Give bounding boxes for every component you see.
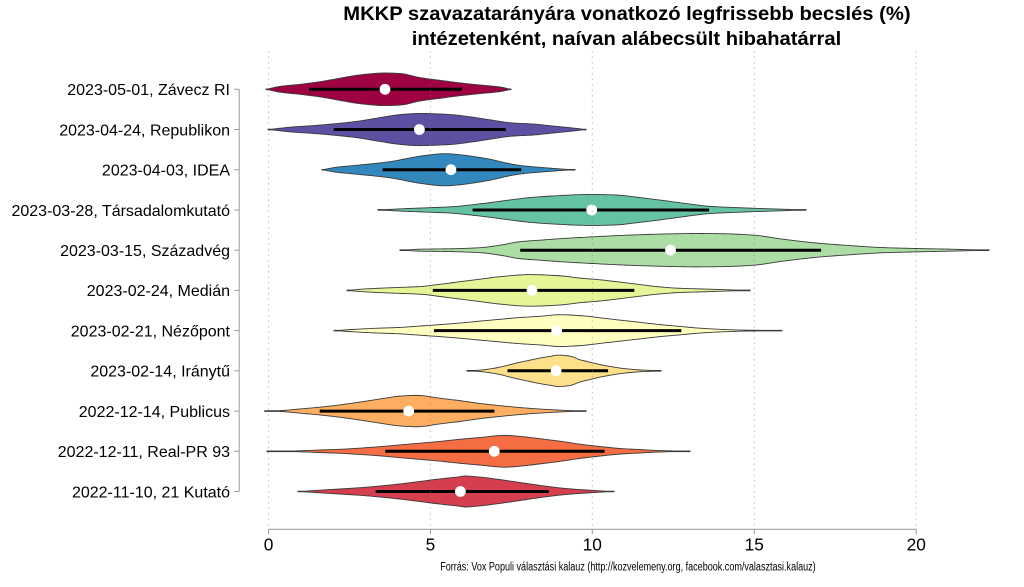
svg-text:15: 15 [745, 534, 764, 554]
svg-text:2023-02-21, Nézőpont: 2023-02-21, Nézőpont [71, 323, 231, 340]
svg-text:10: 10 [583, 534, 602, 554]
svg-text:2022-11-10, 21 Kutató: 2022-11-10, 21 Kutató [72, 484, 230, 501]
svg-text:2023-03-15, Századvég: 2023-03-15, Századvég [60, 243, 230, 260]
svg-text:5: 5 [426, 534, 436, 554]
svg-text:2023-02-14, Iránytű: 2023-02-14, Iránytű [90, 364, 230, 381]
svg-text:Forrás: Vox Populi választási: Forrás: Vox Populi választási kalauz (ht… [440, 562, 816, 574]
svg-text:2022-12-11, Real-PR 93: 2022-12-11, Real-PR 93 [58, 444, 230, 461]
svg-text:MKKP szavazatarányára vonatkoz: MKKP szavazatarányára vonatkozó legfriss… [343, 4, 910, 25]
svg-text:0: 0 [264, 534, 274, 554]
svg-text:intézetenként, naívan alábecsü: intézetenként, naívan alábecsült hibahat… [412, 29, 842, 50]
svg-text:20: 20 [907, 534, 926, 554]
svg-text:2023-02-24, Medián: 2023-02-24, Medián [87, 283, 230, 300]
svg-text:2023-04-24, Republikon: 2023-04-24, Republikon [59, 122, 230, 139]
svg-text:2023-04-03, IDEA: 2023-04-03, IDEA [102, 163, 230, 180]
svg-text:2023-05-01, Závecz RI: 2023-05-01, Závecz RI [67, 82, 230, 99]
svg-text:2023-03-28, Társadalomkutató: 2023-03-28, Társadalomkutató [11, 203, 230, 220]
svg-text:2022-12-14, Publicus: 2022-12-14, Publicus [79, 404, 230, 421]
